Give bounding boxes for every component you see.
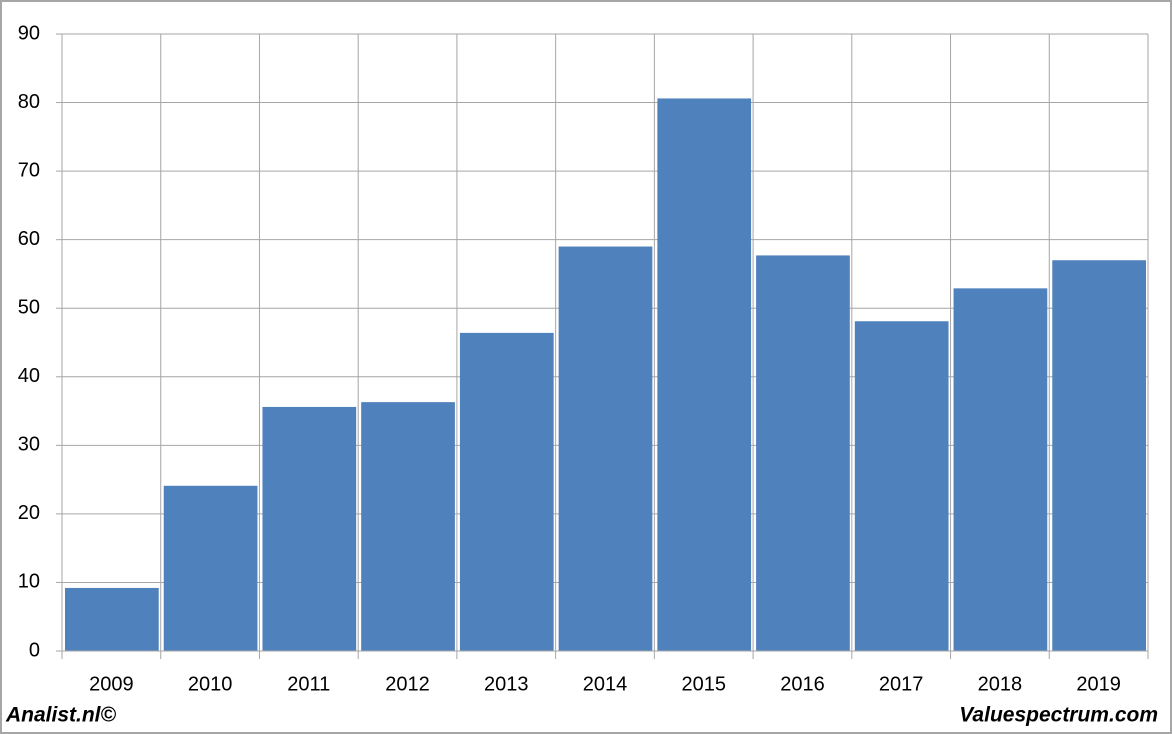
y-tick-label: 80 xyxy=(18,91,40,113)
y-tick-label: 90 xyxy=(18,22,40,44)
y-tick-label: 30 xyxy=(18,434,40,456)
y-tick-label: 50 xyxy=(18,297,40,319)
x-tick-label: 2018 xyxy=(978,673,1023,695)
y-tick-label: 0 xyxy=(29,639,40,661)
footer-left: Analist.nl© xyxy=(5,704,117,727)
x-tick-label: 2019 xyxy=(1076,673,1121,695)
x-tick-label: 2014 xyxy=(583,673,628,695)
y-tick-label: 70 xyxy=(18,159,40,181)
bar xyxy=(1052,260,1146,651)
x-tick-label: 2017 xyxy=(879,673,924,695)
y-tick-label: 10 xyxy=(18,571,40,593)
bar xyxy=(262,406,357,651)
bar xyxy=(953,288,1048,651)
x-tick-label: 2016 xyxy=(780,673,825,695)
y-tick-label: 40 xyxy=(18,365,40,387)
x-tick-label: 2013 xyxy=(484,673,529,695)
bar xyxy=(459,332,554,651)
footer-right: Valuespectrum.com xyxy=(959,704,1158,727)
x-tick-label: 2015 xyxy=(681,673,726,695)
y-tick-label: 60 xyxy=(18,228,40,250)
bar xyxy=(756,255,850,651)
x-tick-label: 2009 xyxy=(89,673,134,695)
bar xyxy=(361,402,455,651)
y-tick-label: 20 xyxy=(18,502,40,524)
x-tick-label: 2012 xyxy=(385,673,430,695)
bar xyxy=(65,587,159,651)
bar xyxy=(163,485,258,651)
bar xyxy=(558,246,653,651)
bar xyxy=(854,321,949,651)
x-tick-label: 2010 xyxy=(188,673,233,695)
bar xyxy=(657,98,752,652)
x-tick-label: 2011 xyxy=(287,673,330,695)
